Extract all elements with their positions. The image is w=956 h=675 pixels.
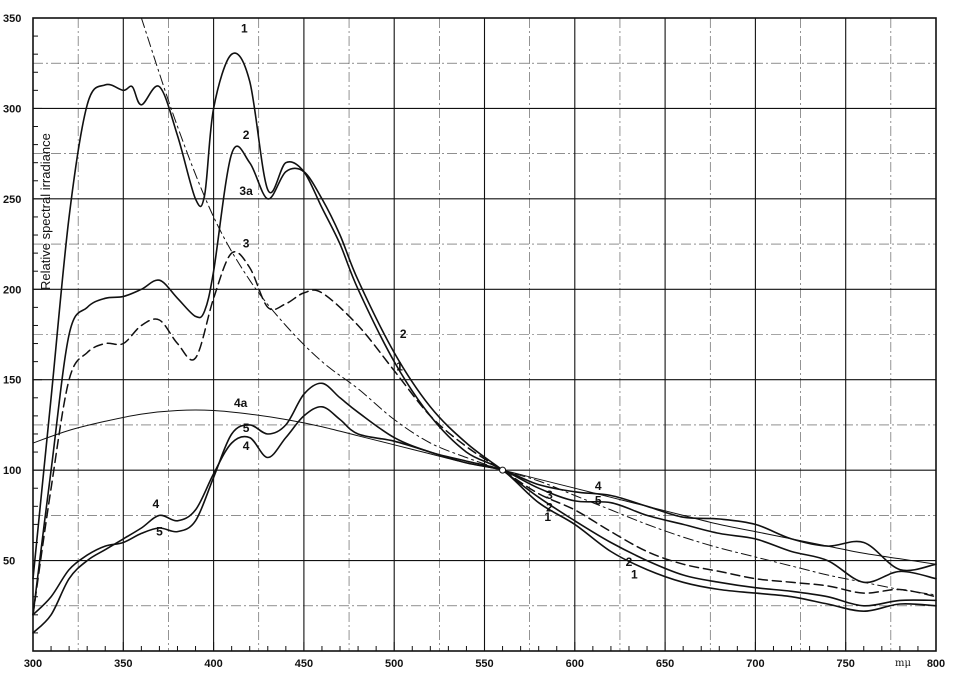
x-tick-label: 700: [746, 658, 764, 670]
x-tick-label: 500: [385, 658, 403, 670]
curve-label: 2: [546, 501, 553, 515]
series-line-3: [32, 251, 937, 616]
y-tick-label: 200: [3, 284, 21, 296]
x-tick-label: 800: [927, 658, 945, 670]
y-tick-label: 150: [3, 375, 21, 387]
series-line-4: [32, 405, 937, 634]
x-tick-label: 450: [295, 658, 313, 670]
series-line-5: [32, 382, 937, 616]
y-tick-label: 100: [3, 465, 21, 477]
x-tick-label: 400: [204, 658, 222, 670]
y-tick-label: 50: [3, 556, 15, 568]
chart-grid: [33, 18, 936, 651]
curve-label: 1: [396, 360, 403, 374]
x-tick-label: 350: [114, 658, 132, 670]
curve-label: 4a: [234, 396, 248, 410]
curve-label: 1: [631, 568, 638, 582]
series-layer: [32, 17, 937, 634]
curve-label: 1: [544, 510, 551, 524]
curve-label: 3: [243, 237, 250, 251]
x-tick-label: 300: [24, 658, 42, 670]
curve-label: 3a: [239, 184, 253, 198]
curve-label: 4: [595, 479, 602, 493]
y-tick-label: 300: [3, 103, 21, 115]
y-tick-label: 250: [3, 194, 21, 206]
curve-label: 3: [546, 488, 553, 502]
curve-label: 2: [626, 555, 633, 569]
x-tick-label: 600: [566, 658, 584, 670]
curve-label: 1: [241, 21, 248, 35]
series-line-2: [32, 145, 937, 616]
x-tick-label: 650: [656, 658, 674, 670]
curve-label: 5: [595, 494, 602, 508]
curve-label: 4: [152, 497, 159, 511]
curve-label: 4: [243, 439, 250, 453]
curve-label: 2: [243, 128, 250, 142]
convergence-point: [499, 466, 507, 474]
x-tick-label: 550: [475, 658, 493, 670]
y-tick-label: 350: [3, 13, 21, 25]
curve-label: 5: [243, 421, 250, 435]
y-axis-label: Relative spectral irradiance: [38, 133, 53, 290]
x-unit-label: mμ: [895, 658, 911, 669]
series-line-4a: [32, 409, 937, 565]
curve-label: 5: [156, 524, 163, 538]
series-line-3a: [140, 17, 937, 596]
x-tick-label: 750: [837, 658, 855, 670]
axis-ticks: 300 350 400 450 500 550 600 650 700 750 8005010015…: [3, 13, 945, 670]
curve-label: 2: [400, 327, 407, 341]
